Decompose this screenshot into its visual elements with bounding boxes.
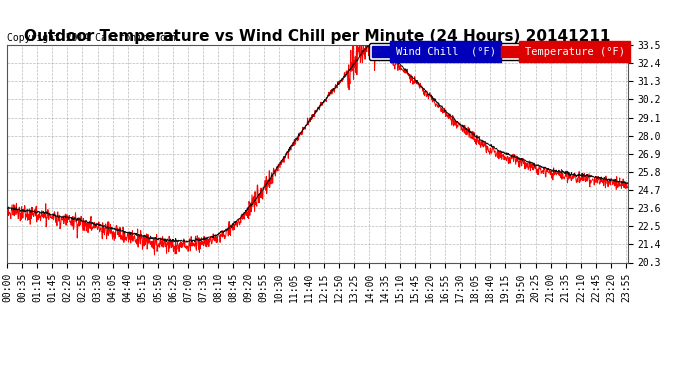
- Title: Outdoor Temperature vs Wind Chill per Minute (24 Hours) 20141211: Outdoor Temperature vs Wind Chill per Mi…: [24, 29, 611, 44]
- Text: Copyright 2014 Cartronics.com: Copyright 2014 Cartronics.com: [7, 33, 177, 43]
- Legend: Wind Chill  (°F), Temperature (°F): Wind Chill (°F), Temperature (°F): [368, 43, 628, 60]
